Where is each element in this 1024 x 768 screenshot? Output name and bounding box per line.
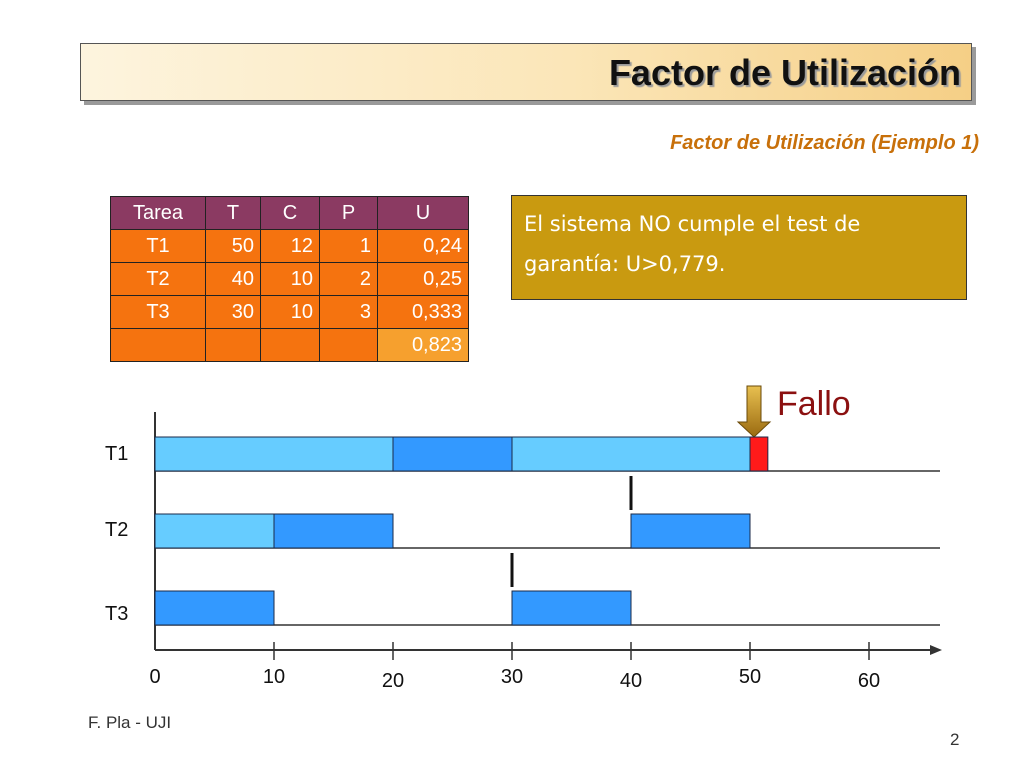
table-cell: 40 <box>205 262 261 296</box>
task-label-t2: T2 <box>105 519 128 541</box>
axis-tick-label: 10 <box>263 666 285 688</box>
execution-segment <box>511 590 632 626</box>
table-header-cell: U <box>377 196 469 230</box>
task-label-t1: T1 <box>105 443 128 465</box>
execution-segment <box>630 513 751 549</box>
axis-tick-label: 60 <box>858 670 880 692</box>
note-line: El sistema NO cumple el test de <box>524 212 861 236</box>
table-cell: 30 <box>205 295 261 329</box>
execution-segment <box>154 436 394 472</box>
axis-tick-label: 0 <box>149 666 160 688</box>
table-cell: 50 <box>205 229 261 263</box>
table-cell: 1 <box>319 229 378 263</box>
table-cell: 0,333 <box>377 295 469 329</box>
page-number: 2 <box>950 730 960 749</box>
table-cell <box>319 328 378 362</box>
axis-arrowhead <box>930 645 942 655</box>
table-cell: 0,24 <box>377 229 469 263</box>
table-total-row: 0,823 <box>110 328 469 362</box>
execution-segment <box>154 590 275 626</box>
table-cell: T1 <box>110 229 206 263</box>
table-cell: T2 <box>110 262 206 296</box>
table-cell <box>110 328 206 362</box>
axis-tick-label: 50 <box>739 666 761 688</box>
task-table: Tarea T C P U T1 50 12 1 0,24 T2 40 10 2… <box>110 196 469 362</box>
table-cell <box>260 328 320 362</box>
table-header-row: Tarea T C P U <box>110 196 469 230</box>
note-line: garantía: U>0,779. <box>524 252 726 276</box>
table-cell: 3 <box>319 295 378 329</box>
table-row: T3 30 10 3 0,333 <box>110 295 469 329</box>
failure-label: Fallo <box>777 385 851 423</box>
table-cell: 2 <box>319 262 378 296</box>
table-cell: T3 <box>110 295 206 329</box>
guarantee-note: El sistema NO cumple el test de garantía… <box>511 195 967 300</box>
execution-segment <box>273 513 394 549</box>
total-utilization-cell: 0,823 <box>377 328 469 362</box>
footer-author: F. Pla - UJI <box>88 713 172 732</box>
table-cell: 12 <box>260 229 320 263</box>
execution-segment <box>511 436 751 472</box>
axis-tick-label: 20 <box>382 670 404 692</box>
axis-tick-label: 30 <box>501 666 523 688</box>
axis-tick-label: 40 <box>620 670 642 692</box>
execution-segment <box>154 513 275 549</box>
page-subtitle: Factor de Utilización (Ejemplo 1) <box>670 132 979 154</box>
failure-arrow-icon <box>736 385 772 438</box>
table-row: T1 50 12 1 0,24 <box>110 229 469 263</box>
table-header-cell: P <box>319 196 378 230</box>
page-title: Factor de Utilización <box>608 52 961 93</box>
title-banner: Factor de Utilización <box>80 43 972 101</box>
execution-segment <box>392 436 513 472</box>
table-cell: 0,25 <box>377 262 469 296</box>
execution-segment <box>749 436 769 472</box>
task-label-t3: T3 <box>105 603 128 625</box>
